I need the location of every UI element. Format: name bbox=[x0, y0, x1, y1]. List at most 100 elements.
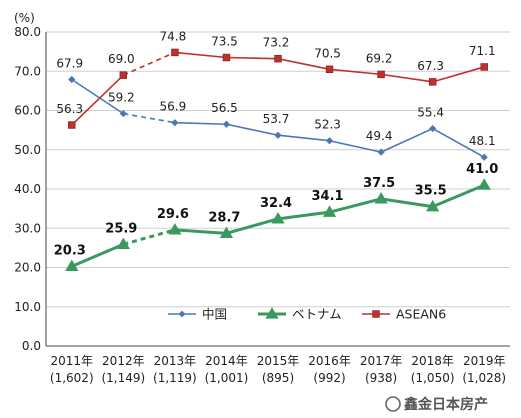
x-category-sublabel: (1,050) bbox=[411, 371, 455, 385]
data-point bbox=[271, 211, 285, 224]
watermark-text: 鑫金日本房产 bbox=[403, 396, 488, 413]
x-category-sublabel: (1,119) bbox=[153, 371, 197, 385]
series-line-segment bbox=[329, 197, 382, 214]
data-label: 37.5 bbox=[363, 176, 395, 191]
x-category-sublabel: (1,028) bbox=[462, 371, 506, 385]
x-category-label: 2013年 bbox=[154, 354, 197, 368]
y-tick-label: 20.0 bbox=[14, 261, 41, 275]
legend-swatch-marker bbox=[372, 310, 380, 318]
data-point bbox=[480, 63, 488, 71]
series-line-segment bbox=[277, 210, 330, 221]
series-line-segment bbox=[71, 242, 124, 268]
data-label: 56.5 bbox=[211, 101, 238, 115]
series-line-segment bbox=[380, 197, 433, 209]
series-line-segment bbox=[71, 78, 124, 115]
legend-swatch-marker bbox=[265, 307, 279, 319]
x-category-sublabel: (1,602) bbox=[50, 371, 94, 385]
y-tick-labels: 0.0 10.0 20.0 30.0 40.0 50.0 60.0 70.0 80.0 bbox=[14, 25, 41, 353]
data-point bbox=[119, 71, 128, 79]
data-label: 48.1 bbox=[469, 134, 496, 148]
data-point bbox=[374, 191, 388, 204]
data-label: 59.2 bbox=[108, 91, 135, 105]
data-label: 56.9 bbox=[160, 100, 187, 114]
data-point bbox=[65, 259, 79, 271]
series-layer bbox=[65, 48, 491, 271]
y-tick-label: 40.0 bbox=[14, 182, 41, 196]
x-category-label: 2014年 bbox=[205, 354, 248, 368]
series-line-segment bbox=[380, 73, 433, 83]
data-label: 56.3 bbox=[56, 102, 83, 116]
y-tick-label: 0.0 bbox=[22, 339, 41, 353]
y-axis-unit-label: (%) bbox=[14, 11, 35, 25]
data-label: 73.2 bbox=[263, 36, 290, 50]
series-line-segment bbox=[329, 68, 382, 76]
legend-item: 中国 bbox=[168, 307, 227, 322]
legend: 中国 ベトナム ASEAN6 bbox=[168, 307, 446, 322]
x-category-sublabel: (938) bbox=[365, 371, 397, 385]
data-label: 69.2 bbox=[366, 51, 393, 65]
series-line-segment bbox=[123, 51, 176, 76]
series-0 bbox=[68, 75, 488, 161]
series-line-segment bbox=[71, 74, 124, 126]
data-label: 67.9 bbox=[56, 56, 83, 70]
data-label: 25.9 bbox=[105, 221, 137, 236]
data-point bbox=[171, 48, 179, 57]
data-point bbox=[322, 205, 337, 217]
series-line-segment bbox=[226, 123, 279, 137]
data-label: 20.3 bbox=[54, 243, 86, 258]
y-tick-label: 80.0 bbox=[14, 25, 41, 39]
series-line-segment bbox=[123, 112, 176, 124]
x-category-label: 2015年 bbox=[257, 354, 300, 368]
legend-label: ベトナム bbox=[292, 307, 342, 322]
data-point bbox=[219, 226, 234, 239]
data-point bbox=[429, 124, 437, 133]
legend-label: 中国 bbox=[202, 307, 227, 322]
series-line-segment bbox=[277, 134, 330, 142]
x-category-label: 2017年 bbox=[360, 354, 403, 368]
legend-swatch-marker bbox=[178, 310, 186, 318]
data-label: 73.5 bbox=[211, 35, 238, 49]
data-label: 29.6 bbox=[157, 207, 189, 222]
y-tick-label: 30.0 bbox=[14, 221, 41, 235]
data-point bbox=[325, 137, 334, 145]
data-point bbox=[116, 237, 130, 250]
data-point bbox=[274, 54, 282, 63]
series-line-segment bbox=[380, 127, 433, 153]
watermark: 鑫金日本房产 bbox=[385, 396, 488, 413]
data-point bbox=[480, 153, 488, 161]
x-category-label: 2016年 bbox=[308, 354, 351, 368]
x-category-label: 2019年 bbox=[463, 354, 506, 368]
data-label: 35.5 bbox=[415, 184, 447, 199]
data-point bbox=[171, 119, 179, 127]
y-tick-label: 60.0 bbox=[14, 104, 41, 118]
data-label: 49.4 bbox=[366, 129, 393, 143]
series-line-segment bbox=[432, 66, 485, 83]
x-category-labels: 2011年 (1,602) 2012年 (1,149) 2013年 (1,119) 2014… bbox=[50, 354, 506, 385]
x-category-label: 2011年 bbox=[51, 354, 94, 368]
data-label: 67.3 bbox=[417, 59, 444, 73]
data-point bbox=[428, 78, 437, 86]
data-point bbox=[222, 120, 231, 128]
data-point bbox=[68, 121, 76, 129]
series-line-segment bbox=[226, 217, 279, 235]
data-point bbox=[325, 65, 334, 73]
data-point bbox=[168, 222, 182, 235]
data-label: 71.1 bbox=[469, 44, 496, 58]
x-category-sublabel: (1,001) bbox=[205, 371, 249, 385]
data-labels-layer: 67.9 59.2 56.9 56.5 53.7 52.3 49.4 55.4 48.1 20.3… bbox=[54, 29, 499, 258]
series-2 bbox=[68, 48, 488, 129]
data-point bbox=[477, 178, 491, 190]
data-point bbox=[68, 75, 76, 84]
data-point bbox=[377, 70, 385, 79]
data-point bbox=[222, 53, 231, 62]
x-category-sublabel: (1,149) bbox=[101, 371, 145, 385]
data-label: 70.5 bbox=[314, 46, 341, 60]
data-label: 32.4 bbox=[260, 196, 292, 211]
series-line-segment bbox=[432, 127, 485, 158]
series-line-segment bbox=[226, 56, 279, 60]
data-label: 34.1 bbox=[312, 189, 344, 204]
series-line-segment bbox=[277, 57, 330, 71]
data-label: 74.8 bbox=[160, 29, 187, 43]
series-line-segment bbox=[174, 228, 227, 235]
